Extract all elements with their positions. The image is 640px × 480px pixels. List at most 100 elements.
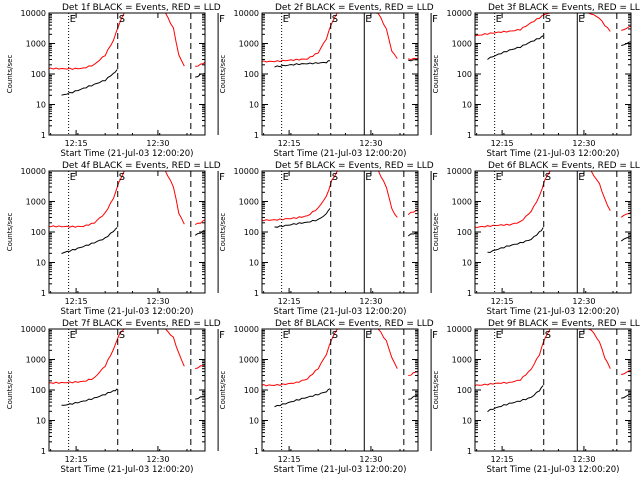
y-axis-label: Counts/sec <box>432 55 440 94</box>
y-tick-label: 10 <box>36 417 46 426</box>
panel-det8: E S F E 1 10 100 1000 10000 12:15 12:30 Det 8f BLAC… <box>219 319 638 475</box>
marker-letter: E <box>578 330 584 341</box>
marker-letter: F <box>219 172 225 183</box>
panel-det7: E S F E 1 10 100 1000 10000 12:15 12:30 Det 7f BLAC… <box>6 319 372 475</box>
plot-frame <box>474 12 632 136</box>
y-tick-label: 10000 <box>21 9 46 18</box>
y-tick-label: 10 <box>36 259 46 268</box>
x-tick-label: 12:15 <box>278 455 301 464</box>
y-tick-label: 10000 <box>21 325 46 334</box>
x-axis-label: Start Time (21-Jul-03 12:00:20) <box>487 307 620 317</box>
x-tick-label: 12:15 <box>491 297 514 306</box>
x-tick-label: 12:15 <box>65 297 88 306</box>
y-axis-label: Counts/sec <box>219 55 227 94</box>
marker-letter: F <box>432 330 438 341</box>
y-tick-label: 100 <box>31 70 46 79</box>
marker-letter: E <box>496 172 502 183</box>
y-tick-label: 10 <box>249 101 259 110</box>
x-tick-label: 12:15 <box>278 297 301 306</box>
x-tick-label: 12:30 <box>359 297 382 306</box>
marker-letter: E <box>283 172 289 183</box>
series-line-lld-seg2 <box>370 65 425 68</box>
panel-title: Det 1f BLACK = Events, RED = LLD <box>62 3 221 13</box>
y-axis-label: Counts/sec <box>219 371 227 410</box>
x-tick-label: 12:30 <box>572 455 595 464</box>
y-tick-label: 10 <box>36 101 46 110</box>
y-axis-label: Counts/sec <box>432 371 440 410</box>
x-tick-label: 12:15 <box>278 139 301 148</box>
y-tick-label: 100 <box>244 70 259 79</box>
marker-letter: S <box>332 330 338 341</box>
y-tick-label: 100 <box>31 228 46 237</box>
y-tick-label: 10 <box>249 259 259 268</box>
series-line-lld-seg0 <box>49 329 185 384</box>
x-tick-label: 12:15 <box>491 455 514 464</box>
x-tick-label: 12:30 <box>572 297 595 306</box>
x-tick-label: 12:30 <box>359 455 382 464</box>
panel-title: Det 7f BLACK = Events, RED = LLD <box>62 319 221 329</box>
series-line-events-seg0 <box>274 388 331 408</box>
series-line-lld-seg0 <box>262 171 398 222</box>
y-axis-label: Counts/sec <box>219 213 227 252</box>
y-axis-label: Counts/sec <box>6 55 14 94</box>
y-tick-label: 100 <box>244 228 259 237</box>
plot-frame <box>48 170 206 294</box>
y-tick-label: 10000 <box>21 167 46 176</box>
marker-letter: E <box>365 172 371 183</box>
y-tick-label: 100 <box>244 386 259 395</box>
marker-letter: S <box>545 172 551 183</box>
y-tick-label: 10 <box>462 259 472 268</box>
x-axis-label: Start Time (21-Jul-03 12:00:20) <box>274 465 407 475</box>
series-line-events-seg0 <box>274 60 331 68</box>
series-group <box>49 329 205 406</box>
y-tick-label: 10 <box>249 417 259 426</box>
series-group <box>475 171 631 253</box>
series-line-lld-seg0 <box>49 171 185 228</box>
marker-letter: F <box>219 14 225 25</box>
x-tick-label: 12:30 <box>359 139 382 148</box>
y-tick-label: 1000 <box>239 198 259 207</box>
y-tick-label: 1000 <box>239 356 259 365</box>
panel-det9: E S F E 1 10 100 1000 10000 12:15 12:30 Det 9f BLAC… <box>432 319 640 475</box>
panel-title: Det 4f BLACK = Events, RED = LLD <box>62 161 221 171</box>
x-tick-label: 12:15 <box>65 139 88 148</box>
y-tick-label: 1 <box>41 131 46 140</box>
y-tick-label: 100 <box>457 70 472 79</box>
plot-frame <box>48 12 206 136</box>
series-line-lld-seg2 <box>583 383 638 385</box>
y-axis-label: Counts/sec <box>432 213 440 252</box>
marker-letter: E <box>496 330 502 341</box>
plot-frame <box>261 328 419 452</box>
series-group <box>262 171 418 237</box>
series-group <box>49 171 425 254</box>
y-tick-label: 10 <box>462 101 472 110</box>
series-line-lld-seg1 <box>195 363 205 370</box>
y-tick-label: 100 <box>457 386 472 395</box>
marker-letter: E <box>578 14 584 25</box>
y-tick-label: 1 <box>467 131 472 140</box>
series-group <box>475 13 631 60</box>
x-tick-label: 12:30 <box>146 455 169 464</box>
x-axis-label: Start Time (21-Jul-03 12:00:20) <box>274 307 407 317</box>
panel-det4: E S F E 1 10 100 1000 10000 12:15 12:30 Det 4f BLAC… <box>6 161 425 317</box>
y-tick-label: 1000 <box>452 198 472 207</box>
series-line-events-seg0 <box>487 385 544 413</box>
plot-frame <box>261 170 419 294</box>
series-line-lld-seg2 <box>370 224 425 227</box>
y-tick-label: 1000 <box>26 356 46 365</box>
panel-det5: E S F E 1 10 100 1000 10000 12:15 12:30 Det 5f BLAC… <box>219 161 585 317</box>
x-tick-label: 12:30 <box>146 139 169 148</box>
panel-title: Det 2f BLACK = Events, RED = LLD <box>275 3 434 13</box>
series-line-events-seg0 <box>487 227 544 253</box>
series-line-lld-seg0 <box>262 329 398 387</box>
series-line-lld-seg0 <box>49 13 185 70</box>
marker-letter: E <box>365 14 371 25</box>
marker-letter: F <box>432 172 438 183</box>
y-tick-label: 10000 <box>234 325 259 334</box>
series-line-events-seg0 <box>274 207 331 228</box>
y-tick-label: 100 <box>457 228 472 237</box>
y-tick-label: 1000 <box>452 356 472 365</box>
marker-letter: S <box>119 330 125 341</box>
marker-letter: S <box>545 330 551 341</box>
x-axis-label: Start Time (21-Jul-03 12:00:20) <box>61 465 194 475</box>
